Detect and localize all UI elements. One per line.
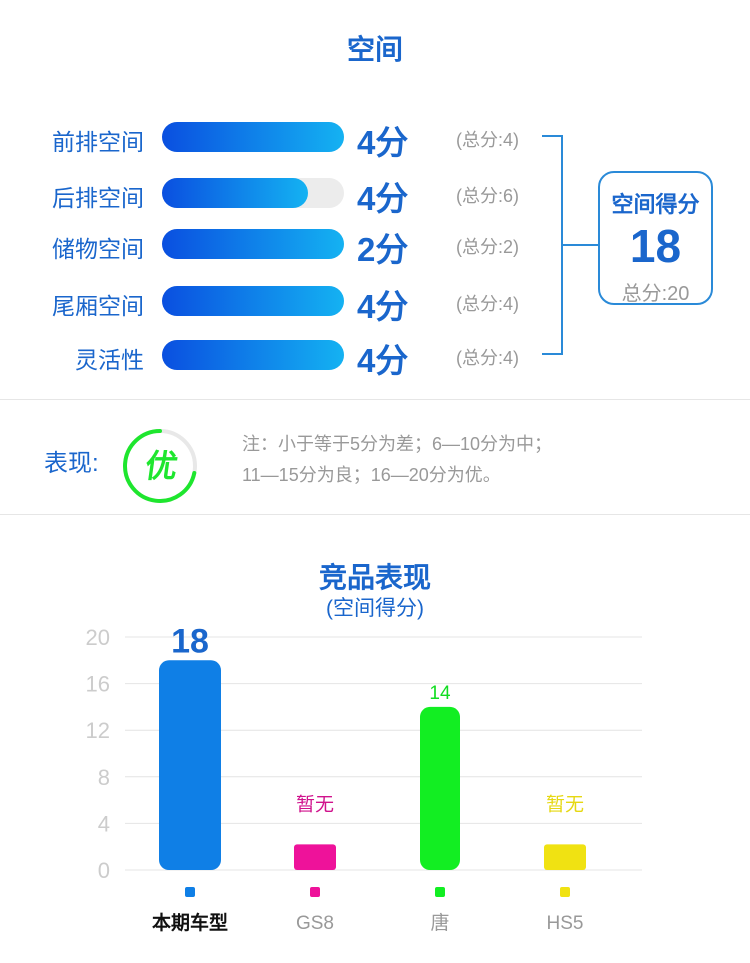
score-bar-fill (162, 229, 344, 259)
space-item-label: 后排空间 (52, 185, 144, 211)
summary-total: 总分:20 (621, 283, 690, 305)
space-item-score: 4分 (357, 288, 409, 325)
bar-data-label: 14 (429, 683, 451, 704)
y-tick-label: 20 (86, 625, 110, 650)
bar (544, 844, 586, 870)
space-item-total: (总分:2) (456, 237, 519, 257)
score-bar-track (162, 229, 344, 259)
score-bar-fill (162, 178, 308, 208)
bar-data-label: 18 (171, 622, 209, 660)
performance-label: 表现: (44, 450, 99, 477)
score-bar-track (162, 340, 344, 370)
space-item-score: 4分 (357, 180, 409, 217)
y-tick-label: 16 (86, 672, 110, 697)
grade-note-line1: 注：小于等于5分为差；6—10分为中； (242, 434, 553, 454)
bar (420, 706, 460, 870)
bar-data-label: 暂无 (546, 793, 584, 815)
bar-chart: 0 4 8 12 16 20 18 本期车型 暂无 GS8 14 唐 暂无 HS5 (86, 622, 642, 934)
bar (159, 660, 221, 870)
y-tick-label: 4 (98, 811, 110, 836)
grade-note-line2: 11—15分为良；16—20分为优。 (242, 465, 501, 485)
legend-marker (560, 887, 570, 897)
chart-subtitle: (空间得分) (326, 597, 424, 620)
space-item-label: 前排空间 (52, 129, 144, 155)
space-item-label: 尾厢空间 (52, 293, 144, 319)
score-bar-track (162, 122, 344, 152)
bar-data-label: 暂无 (296, 793, 334, 815)
y-tick-label: 8 (98, 765, 110, 790)
category-label: 唐 (430, 912, 449, 934)
score-bar-fill (162, 122, 344, 152)
score-bar-fill (162, 340, 344, 370)
summary-title: 空间得分 (611, 192, 700, 217)
space-item-total: (总分:4) (456, 294, 519, 314)
space-item-label: 灵活性 (75, 347, 144, 373)
section-title: 空间 (346, 34, 403, 65)
legend-marker (310, 887, 320, 897)
summary-value: 18 (629, 220, 682, 272)
space-item-score: 4分 (357, 342, 409, 379)
score-bar-fill (162, 286, 344, 316)
bracket-connector (542, 135, 598, 355)
legend-marker (185, 887, 195, 897)
category-label: 本期车型 (152, 911, 228, 934)
space-score-summary: 空间得分 18 总分:20 (598, 171, 713, 305)
score-bar-track (162, 286, 344, 316)
space-item-score: 4分 (357, 124, 409, 161)
space-item-score: 2分 (357, 231, 409, 268)
divider (0, 399, 750, 400)
space-item-total: (总分:4) (456, 130, 519, 150)
category-label: HS5 (547, 913, 584, 934)
bar (294, 844, 336, 870)
category-label: GS8 (296, 913, 334, 934)
legend-marker (435, 887, 445, 897)
divider (0, 514, 750, 515)
space-item-label: 储物空间 (52, 236, 144, 262)
y-tick-label: 12 (86, 718, 110, 743)
space-item-total: (总分:6) (456, 186, 519, 206)
grade-text: 优 (143, 448, 180, 484)
score-bar-track (162, 178, 344, 208)
y-tick-label: 0 (98, 858, 110, 883)
space-item-total: (总分:4) (456, 348, 519, 368)
grade-badge: 优 (123, 429, 197, 503)
chart-title: 竞品表现 (318, 562, 431, 593)
